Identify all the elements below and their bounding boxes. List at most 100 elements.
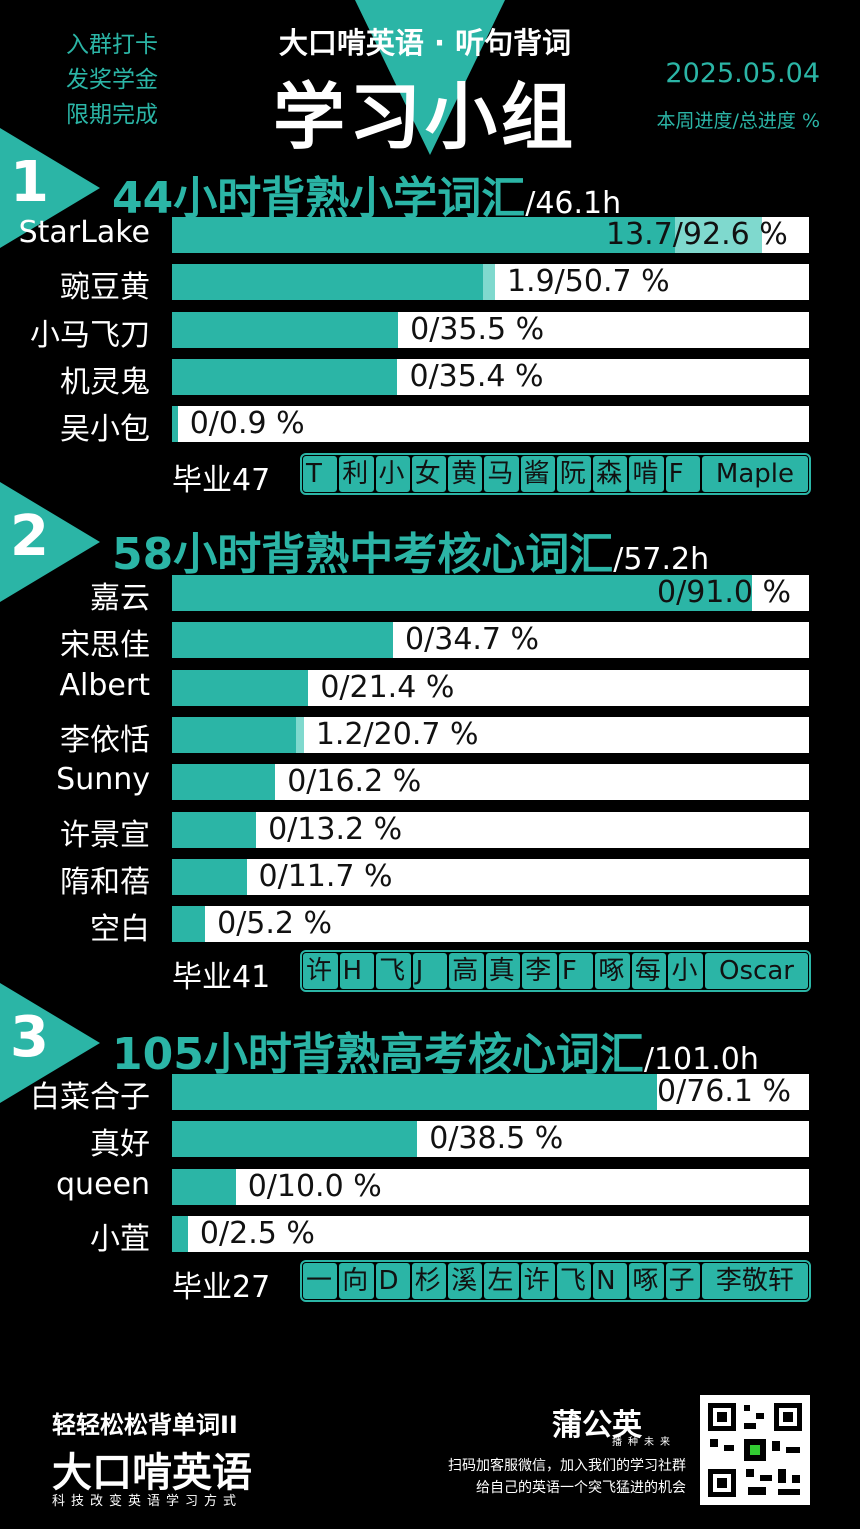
graduates-list: 许 H 飞 J 高真李 F 啄每小 Oscar [300,950,811,992]
section-number: 2 [10,504,49,569]
qr-code-icon [700,1395,810,1505]
member-name: 宋思佳 [60,628,150,663]
progress-fill [172,764,276,800]
section-total-hours: /46.1h [525,186,622,221]
logo: 大口啃英语 [52,1450,252,1496]
progress-bar: 0/2.5 % [172,1216,809,1252]
progress-fill [172,717,297,753]
progress-bar: 0/13.2 % [172,812,809,848]
header-triangle-decoration [355,0,505,155]
graduate-chip: J [411,952,449,990]
member-name: 吴小包 [60,412,150,447]
weekly-progress-fill [482,264,495,300]
progress-bar: 0/16.2 % [172,764,809,800]
progress-fill [172,264,483,300]
graduate-chip: 黄 [447,455,484,493]
member-name: 真好 [90,1127,150,1162]
member-name: 小马飞刀 [30,318,150,353]
footer-text: 扫码加客服微信，加入我们的学习社群 给自己的英语一个突飞猛进的机会 [360,1455,686,1499]
graduated-count: 毕业41 [172,960,271,995]
progress-fill [172,359,398,395]
progress-fill [172,1074,657,1110]
section-flag [0,128,100,248]
progress-fill [172,312,399,348]
graduate-chip: 真 [484,952,522,990]
progress-bar: 0/91.0 % [172,575,809,611]
footer-line: 扫码加客服微信，加入我们的学习社群 [448,1458,686,1474]
member-name: StarLake [18,215,150,250]
progress-label: 0/76.1 % [657,1074,792,1109]
section-flag [0,482,100,602]
graduate-chip: F [557,952,595,990]
weekly-progress-fill [296,717,304,753]
progress-fill [172,670,309,706]
member-name: queen [56,1167,150,1202]
progress-fill [172,575,752,611]
section-title-text: 58小时背熟中考核心词汇 [112,529,614,580]
progress-fill [172,217,675,253]
graduate-chip: 女 [410,455,448,493]
member-name: 白菜合子 [30,1080,150,1115]
progress-bar: 13.7/92.6 % [172,217,809,253]
progress-label: 0/13.2 % [268,812,403,847]
graduated-count: 毕业27 [172,1270,271,1305]
graduate-chip: 李 [521,952,558,990]
graduate-chip: 啄 [628,1262,665,1300]
weekly-progress-fill [674,217,762,253]
note-line: 限期完成 [66,102,158,128]
graduate-chip: 李敬轩 [700,1262,809,1300]
progress-label: 0/34.7 % [405,622,540,657]
progress-legend: 本周进度/总进度 % [656,110,821,132]
graduate-chip: 利 [338,455,375,493]
graduate-chip: 小 [667,952,705,990]
graduate-chip: 许 [519,1262,556,1300]
graduate-chip: 溪 [447,1262,484,1300]
graduate-chip: 向 [338,1262,375,1300]
graduate-chip: 一 [302,1262,339,1300]
footer-line: 给自己的英语一个突飞猛进的机会 [476,1480,686,1496]
graduate-chip: 杉 [410,1262,448,1300]
graduate-chip: Oscar [704,952,809,990]
progress-bar: 0/11.7 % [172,859,809,895]
date: 2025.05.04 [665,58,820,89]
progress-bar: 0/76.1 % [172,1074,809,1110]
progress-bar: 0/0.9 % [172,406,809,442]
member-name: 隋和蓓 [60,865,150,900]
member-name: Sunny [56,762,150,797]
progress-bar: 0/35.4 % [172,359,809,395]
progress-label: 1.9/50.7 % [506,264,670,299]
left-notes: 入群打卡 发奖学金 限期完成 [66,28,176,133]
graduate-chip: H [338,952,376,990]
progress-label: 0/38.5 % [429,1121,564,1156]
member-name: 机灵鬼 [60,365,150,400]
section-title-text: 105小时背熟高考核心词汇 [112,1029,644,1080]
progress-label: 0/35.4 % [409,359,544,394]
progress-bar: 1.2/20.7 % [172,717,809,753]
graduate-chip: 小 [374,455,411,493]
progress-label: 0/35.5 % [410,312,545,347]
graduate-chip: F [664,455,701,493]
progress-bar: 1.9/50.7 % [172,264,809,300]
section-total-hours: /57.2h [613,542,710,577]
graduated-count: 毕业47 [172,463,271,498]
graduate-chip: 每 [630,952,668,990]
progress-fill [172,906,206,942]
member-name: 小萓 [90,1222,150,1257]
progress-label: 0/2.5 % [199,1216,315,1251]
section-title: 44小时背熟小学词汇/46.1h [112,162,621,226]
progress-bar: 0/34.7 % [172,622,809,658]
progress-fill [172,812,257,848]
graduate-chip: Maple [700,455,809,493]
logo-subtitle: 科技改变英语学习方式 [52,1494,243,1509]
progress-label: 0/10.0 % [247,1169,382,1204]
graduate-chip: 酱 [519,455,556,493]
graduates-list: 一向 D 杉溪左许飞 N 啄子李敬轩 [300,1260,811,1302]
progress-label: 0/5.2 % [217,906,333,941]
brand-subtitle: 播种未来 [612,1437,676,1448]
progress-bar: 0/35.5 % [172,312,809,348]
section-total-hours: /101.0h [643,1042,759,1077]
progress-label: 1.2/20.7 % [315,717,479,752]
graduates-list: T 利小女黄马酱阮森啃 F Maple [300,453,811,495]
section-number: 3 [10,1005,49,1070]
progress-fill [172,406,178,442]
